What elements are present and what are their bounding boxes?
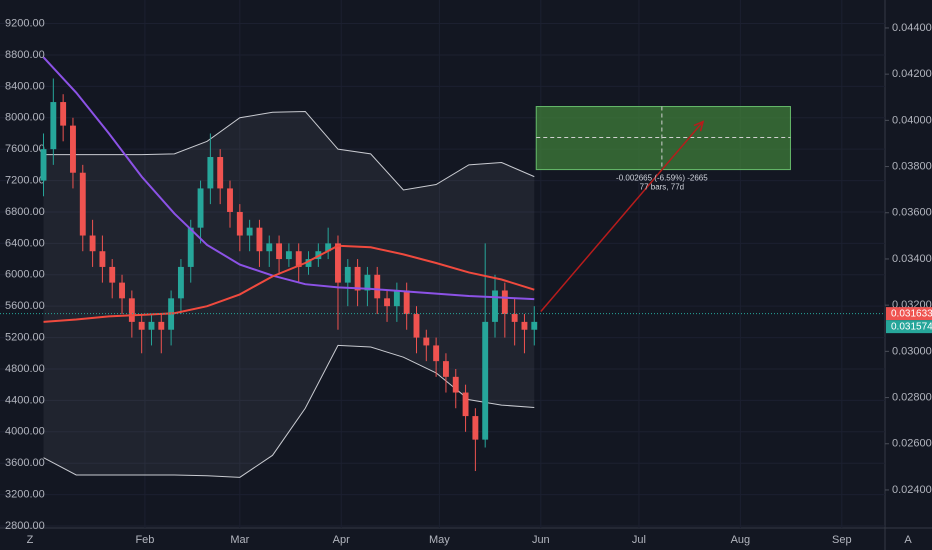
arrow-line xyxy=(540,121,704,313)
candle-body xyxy=(207,157,214,189)
y-tick-label: 3200.00 xyxy=(5,489,45,501)
candle-body xyxy=(354,266,361,291)
x-tick-label: Sep xyxy=(832,534,852,546)
candle-body xyxy=(462,392,469,417)
corner-label[interactable]: A xyxy=(904,534,912,546)
candle-body xyxy=(70,125,76,173)
candle-body xyxy=(50,102,57,150)
y-tick-label: 2800.00 xyxy=(5,520,45,532)
y-tick-label: 3600.00 xyxy=(5,457,45,469)
candle-body xyxy=(305,259,312,267)
candle-body xyxy=(197,188,204,228)
candle-body xyxy=(413,314,420,338)
candle-body xyxy=(384,298,390,307)
x-tick-label: May xyxy=(429,534,450,546)
candle-body xyxy=(472,416,479,440)
y-tick-label: 4400.00 xyxy=(5,394,45,406)
price-label-box xyxy=(886,320,932,334)
candle-body xyxy=(501,290,508,315)
candle-body xyxy=(60,102,67,126)
candle-body xyxy=(482,321,489,440)
candle-body xyxy=(217,157,224,189)
y2-tick-label: 0.044000 xyxy=(892,22,932,34)
candle-body xyxy=(403,290,410,315)
x-tick-label: Feb xyxy=(135,534,154,546)
candle-body xyxy=(344,266,351,283)
x-tick-label: Mar xyxy=(230,534,249,546)
candle-body xyxy=(374,274,381,299)
candle-body xyxy=(393,290,400,307)
candle-body xyxy=(79,172,86,236)
moving-average xyxy=(42,56,535,301)
candle-body xyxy=(452,376,459,393)
candle-body xyxy=(99,251,106,267)
candle-body xyxy=(492,290,498,322)
y-tick-label: 8000.00 xyxy=(5,112,45,124)
moving-average xyxy=(43,244,535,323)
x-tick-label: Jul xyxy=(632,534,646,546)
price-label: 0.031633 xyxy=(891,308,932,319)
candle-body xyxy=(89,235,96,252)
candle-body xyxy=(246,227,253,236)
candle-body xyxy=(138,321,145,330)
candle-body xyxy=(423,337,430,346)
annotation: -0.002665 (-6.59%) -2665 xyxy=(616,174,708,183)
candle-body xyxy=(325,243,332,252)
arrow-head xyxy=(693,120,705,132)
y-tick-label: 4000.00 xyxy=(5,426,45,438)
candle-body xyxy=(187,227,194,267)
corner-label[interactable]: Z xyxy=(27,534,34,546)
candle-body xyxy=(433,345,440,362)
candle-body xyxy=(148,321,155,330)
candle-body xyxy=(531,321,538,330)
candle-body xyxy=(119,282,125,299)
candle-body xyxy=(266,243,273,252)
candle-body xyxy=(40,149,47,181)
y-tick-label: 8800.00 xyxy=(5,49,45,61)
target-box xyxy=(535,106,791,171)
y-tick-label: 6400.00 xyxy=(5,237,45,249)
y-tick-label: 5600.00 xyxy=(5,300,45,312)
price-label: 0.031574 xyxy=(891,321,932,332)
y-tick-label: 6800.00 xyxy=(5,206,45,218)
y-tick-label: 9200.00 xyxy=(5,17,45,29)
y-tick-label: 4800.00 xyxy=(5,363,45,375)
candle-body xyxy=(128,298,135,322)
x-tick-label: Apr xyxy=(333,534,350,546)
x-tick-label: Jun xyxy=(532,534,550,546)
candle-body xyxy=(295,251,302,267)
y-tick-label: 7600.00 xyxy=(5,143,45,155)
candle-body xyxy=(227,188,233,212)
candle-body xyxy=(236,211,243,236)
band-line xyxy=(43,344,535,478)
annotation: 77 bars, 77d xyxy=(640,183,684,192)
candle-body xyxy=(177,266,184,299)
candle-body xyxy=(364,274,371,291)
candle-body xyxy=(256,227,263,252)
candle-body xyxy=(276,243,283,260)
candle-body xyxy=(335,243,341,283)
candle-body xyxy=(158,321,165,330)
candle-body xyxy=(442,361,449,377)
candle-body xyxy=(521,321,528,330)
candle-body xyxy=(285,251,292,260)
candle-body xyxy=(109,266,116,283)
y-tick-label: 5200.00 xyxy=(5,331,45,343)
candle-body xyxy=(511,314,518,322)
y-tick-label: 8400.00 xyxy=(5,80,45,92)
price-label-box xyxy=(886,307,932,321)
y-tick-label: 6000.00 xyxy=(5,269,45,281)
x-tick-label: Aug xyxy=(731,534,751,546)
y-tick-label: 7200.00 xyxy=(5,174,45,186)
